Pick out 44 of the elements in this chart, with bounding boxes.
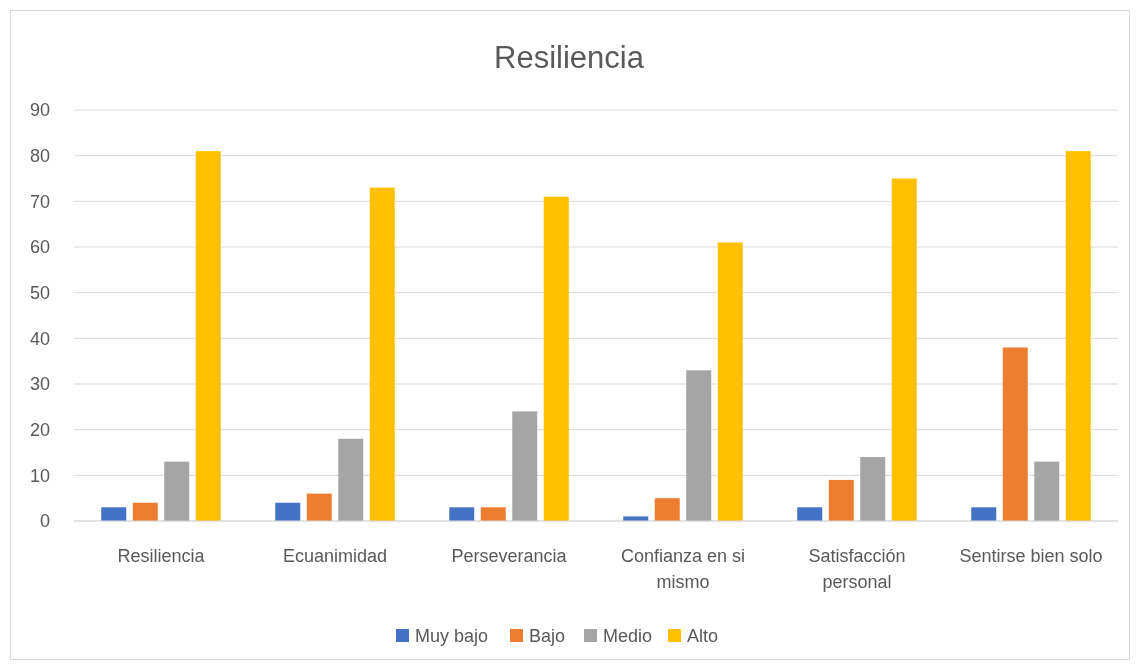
bar xyxy=(797,507,823,521)
x-tick-label: Satisfacción personal xyxy=(808,546,906,592)
legend-label: Alto xyxy=(687,626,719,647)
chart-title: Resiliencia xyxy=(494,40,645,75)
legend-label: Medio xyxy=(603,626,653,647)
x-tick-label: Confianza en si mismo xyxy=(620,546,746,592)
bar xyxy=(1065,151,1091,521)
legend-label: Bajo xyxy=(529,626,566,647)
x-tick-label: Ecuanimidad xyxy=(282,546,388,566)
bar xyxy=(543,196,569,521)
bar xyxy=(195,151,221,521)
bar xyxy=(860,457,886,521)
bar xyxy=(101,507,127,521)
bar xyxy=(1034,461,1060,521)
y-tick-label: 80 xyxy=(29,145,50,166)
bar xyxy=(275,502,301,521)
y-tick-label: 0 xyxy=(39,511,50,532)
bar xyxy=(717,242,743,521)
y-tick-label: 60 xyxy=(29,237,50,258)
y-tick-label: 50 xyxy=(29,282,50,303)
bar xyxy=(338,438,364,521)
bar xyxy=(132,502,158,521)
x-tick-label: Sentirse bien solo xyxy=(959,546,1103,566)
x-tick-label: Perseverancia xyxy=(451,546,568,566)
y-tick-label: 20 xyxy=(29,419,50,440)
bar xyxy=(1002,347,1028,521)
bar xyxy=(891,178,917,521)
y-tick-label: 90 xyxy=(29,100,50,121)
bar xyxy=(164,461,190,521)
bar xyxy=(512,411,538,521)
bar xyxy=(828,479,854,521)
bar xyxy=(369,187,395,521)
y-tick-label: 10 xyxy=(29,465,50,486)
bar xyxy=(306,493,332,521)
bar xyxy=(654,498,680,521)
bar xyxy=(480,507,506,521)
legend-label: Muy bajo xyxy=(415,626,489,647)
bar xyxy=(449,507,475,521)
y-tick-label: 70 xyxy=(29,191,50,212)
y-tick-label: 30 xyxy=(29,374,50,395)
bar xyxy=(971,507,997,521)
y-tick-label: 40 xyxy=(29,328,50,349)
x-tick-label: Resiliencia xyxy=(117,546,206,566)
bar xyxy=(686,370,712,521)
